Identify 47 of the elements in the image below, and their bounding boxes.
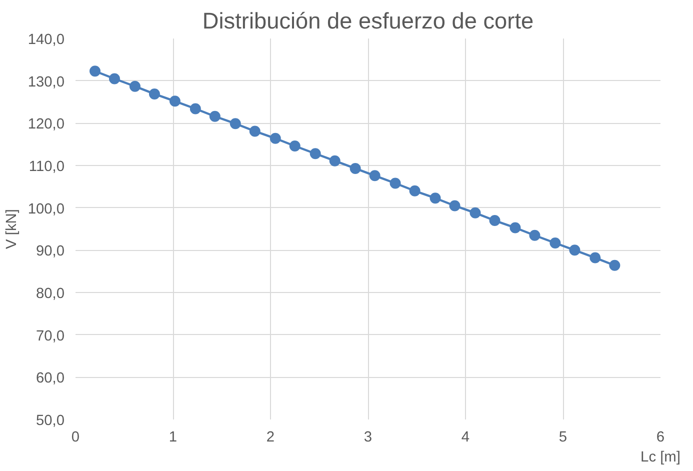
point xyxy=(249,126,260,137)
y-tick-label: 120,0 xyxy=(28,116,65,133)
point xyxy=(489,215,500,226)
point xyxy=(169,96,180,107)
y-tick-label: 130,0 xyxy=(28,74,65,90)
y-tick-label: 90,0 xyxy=(36,244,65,260)
y-axis-title: V [kN] xyxy=(4,209,20,249)
y-tick-label: 100,0 xyxy=(28,201,65,218)
point xyxy=(510,222,521,234)
x-tick-label: 1 xyxy=(168,430,178,446)
point xyxy=(390,178,401,189)
point xyxy=(310,148,321,160)
point xyxy=(590,252,601,264)
x-tick-label: 5 xyxy=(558,430,568,446)
point xyxy=(609,260,620,271)
point xyxy=(230,118,241,130)
point xyxy=(470,207,481,218)
x-tick-label: 2 xyxy=(266,430,275,446)
point xyxy=(129,80,140,92)
point xyxy=(529,230,540,241)
point xyxy=(289,140,300,152)
y-tick-label: 80,0 xyxy=(36,286,65,302)
y-tick-label: 60,0 xyxy=(36,370,65,387)
point xyxy=(550,237,561,248)
y-tick-label: 70,0 xyxy=(36,328,65,344)
point xyxy=(190,103,201,114)
point xyxy=(569,244,580,256)
x-tick-label: 4 xyxy=(461,430,470,446)
x-axis-title: Lc [m] xyxy=(640,450,680,466)
point xyxy=(270,132,281,144)
point xyxy=(209,110,220,122)
point xyxy=(90,66,100,77)
chart-title: Distribución de esfuerzo de corte xyxy=(202,8,534,34)
x-tick-label: 6 xyxy=(656,430,665,446)
point xyxy=(148,88,160,100)
point xyxy=(109,73,120,84)
point xyxy=(329,155,340,166)
y-tick-label: 140,0 xyxy=(28,32,65,48)
x-tick-label: 0 xyxy=(71,430,80,446)
point xyxy=(449,200,460,212)
y-tick-label: 110,0 xyxy=(28,159,65,175)
point xyxy=(369,170,380,182)
y-tick-label: 50,0 xyxy=(36,413,65,429)
point xyxy=(350,162,361,174)
point xyxy=(409,185,420,196)
point xyxy=(430,192,441,204)
x-tick-label: 3 xyxy=(364,430,372,446)
